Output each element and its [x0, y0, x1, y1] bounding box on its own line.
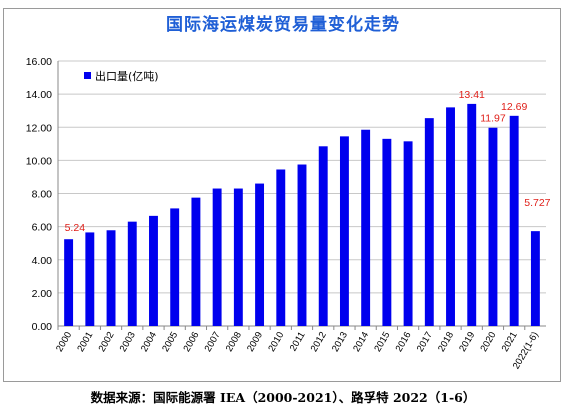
source-note: 数据来源：国际能源署 IEA（2000-2021）、路孚特 2022（1-6） [90, 390, 476, 405]
y-tick-label: 14.00 [26, 89, 52, 101]
bar [339, 136, 349, 326]
legend: 出口量(亿吨) [84, 69, 159, 83]
bar [297, 164, 307, 326]
bar [127, 221, 137, 326]
legend-swatch [84, 72, 91, 79]
x-tick-label: 2017 [415, 330, 435, 354]
x-tick-label: 2008 [224, 330, 244, 354]
bar [233, 188, 243, 326]
bar [191, 197, 201, 326]
y-tick-label: 8.00 [32, 189, 53, 201]
x-axis: 2000 2001 2002 2003 2004 2005 2006 2007 2008 2009… [54, 326, 541, 371]
x-tick-label: 2000 [54, 330, 74, 354]
bars [64, 103, 540, 327]
x-tick-label: 2005 [160, 330, 180, 354]
y-tick-label: 10.00 [26, 155, 52, 167]
bar [467, 103, 477, 326]
x-tick-label: 2016 [394, 330, 414, 354]
data-label: 5.24 [65, 222, 86, 234]
bar [530, 231, 540, 326]
data-label: 12.69 [501, 101, 527, 113]
bar [509, 115, 519, 327]
y-tick-label: 6.00 [32, 222, 53, 234]
data-label: 11.97 [480, 113, 506, 125]
bar [446, 107, 455, 326]
x-tick-label: 2010 [266, 330, 286, 354]
bar [106, 230, 116, 326]
x-tick-label: 2014 [351, 330, 371, 354]
bar [424, 118, 434, 326]
x-tick-label: 2013 [330, 330, 350, 354]
x-tick-label: 2007 [203, 330, 223, 354]
y-axis: 0.00 2.00 4.00 6.00 8.00 10.00 12.00 14.00 16.00 [26, 56, 546, 333]
x-tick-label: 2006 [181, 330, 201, 354]
x-tick-label: 2020 [478, 330, 498, 354]
x-tick-label: 2004 [139, 330, 159, 354]
bar [212, 188, 222, 326]
bar [361, 129, 371, 326]
bar [403, 141, 413, 326]
data-label: 5.727 [524, 197, 550, 209]
bar [318, 146, 328, 326]
data-label: 13.41 [459, 89, 485, 101]
bar [382, 138, 392, 326]
x-tick-label: 2018 [436, 330, 456, 354]
bar [85, 232, 95, 326]
y-tick-label: 16.00 [26, 56, 52, 68]
y-tick-label: 2.00 [32, 288, 53, 300]
bar [255, 183, 265, 326]
x-tick-label: 2011 [288, 330, 308, 353]
y-tick-label: 12.00 [26, 122, 52, 134]
y-tick-label: 4.00 [32, 255, 53, 267]
legend-label: 出口量(亿吨) [95, 69, 159, 83]
bar [276, 169, 286, 326]
x-tick-label: 2012 [309, 330, 329, 354]
x-tick-label: 2009 [245, 330, 265, 354]
x-tick-label: 2021 [500, 330, 520, 354]
bar-chart: 0.00 2.00 4.00 6.00 8.00 10.00 12.00 14.00 16.00… [26, 56, 551, 371]
bar [64, 239, 74, 326]
y-tick-label: 0.00 [32, 321, 53, 333]
x-tick-label: 2001 [75, 330, 95, 354]
bar [170, 208, 180, 326]
x-tick-label: 2019 [457, 330, 477, 354]
x-tick-label: 2003 [118, 330, 138, 354]
x-tick-label: 2015 [372, 330, 392, 354]
bar [488, 127, 498, 326]
x-tick-label: 2002 [97, 330, 117, 354]
bar [149, 215, 158, 326]
chart-title: 国际海运煤炭贸易量变化走势 [166, 15, 400, 35]
